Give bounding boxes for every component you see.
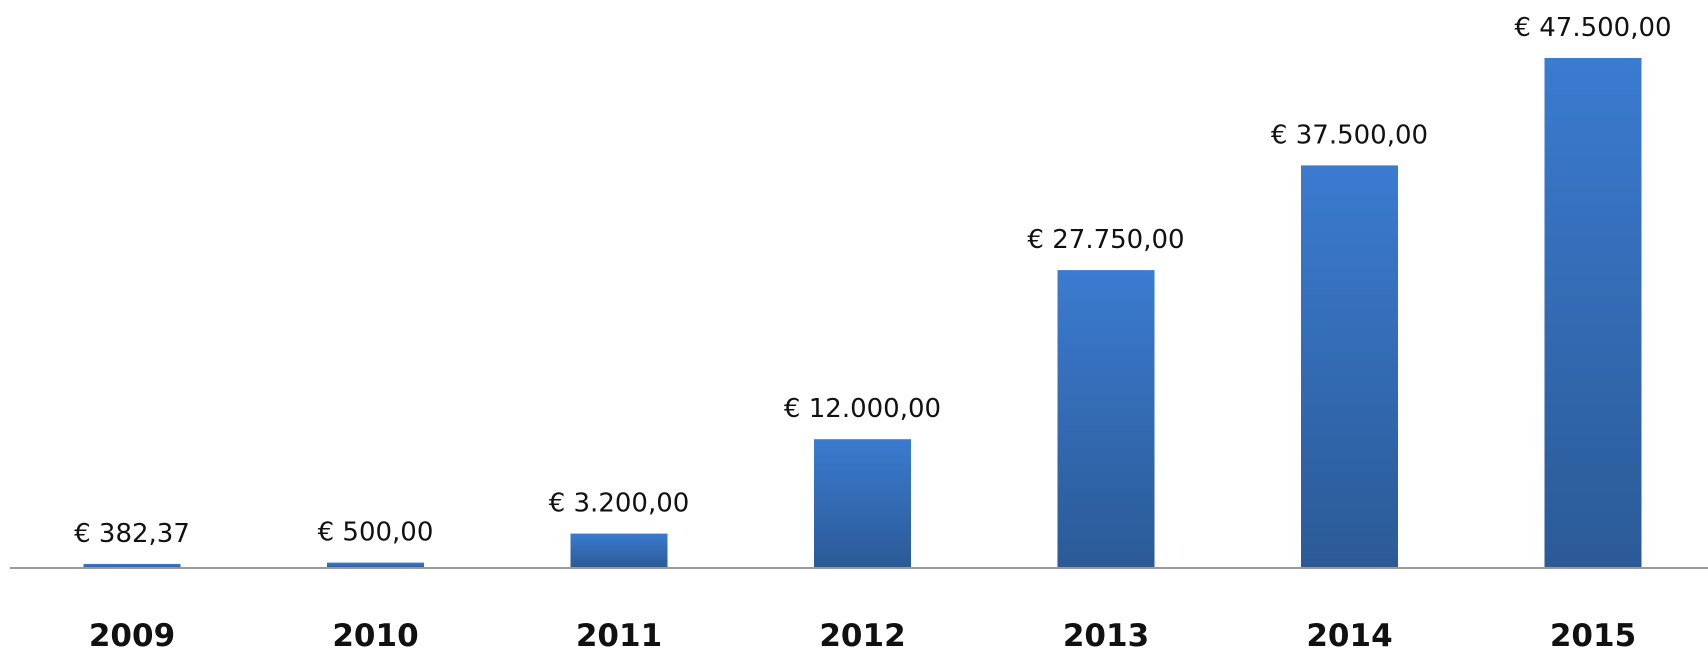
x-tick-label-2013: 2013 (1063, 618, 1149, 650)
labels-layer: € 382,37 € 500,00 € 3.200,00 € 12.000,00 € 2… (74, 13, 1671, 549)
data-label-2012: € 12.000,00 (784, 394, 941, 424)
ticks-layer: 2009 2010 2011 2012 2013 2014 2015 (89, 618, 1636, 650)
data-label-2010: € 500,00 (318, 518, 434, 548)
data-label-2011: € 3.200,00 (549, 489, 690, 519)
x-tick-label-2014: 2014 (1306, 618, 1392, 650)
bar-2010 (327, 562, 424, 568)
bar-2014 (1301, 165, 1398, 568)
x-tick-label-2011: 2011 (576, 618, 662, 650)
bar-2013 (1057, 270, 1155, 568)
x-tick-label-2010: 2010 (332, 618, 418, 650)
bar-2009 (83, 563, 181, 568)
data-label-2009: € 382,37 (74, 519, 190, 549)
x-tick-label-2012: 2012 (819, 618, 905, 650)
bars-layer (83, 58, 1642, 568)
bar-2015 (1544, 58, 1642, 568)
data-label-2013: € 27.750,00 (1027, 225, 1184, 255)
bar-2012 (814, 439, 911, 568)
data-label-2014: € 37.500,00 (1271, 120, 1428, 150)
x-tick-label-2009: 2009 (89, 618, 175, 650)
data-label-2015: € 47.500,00 (1514, 13, 1671, 43)
bar-2011 (570, 533, 668, 568)
x-tick-label-2015: 2015 (1550, 618, 1636, 650)
